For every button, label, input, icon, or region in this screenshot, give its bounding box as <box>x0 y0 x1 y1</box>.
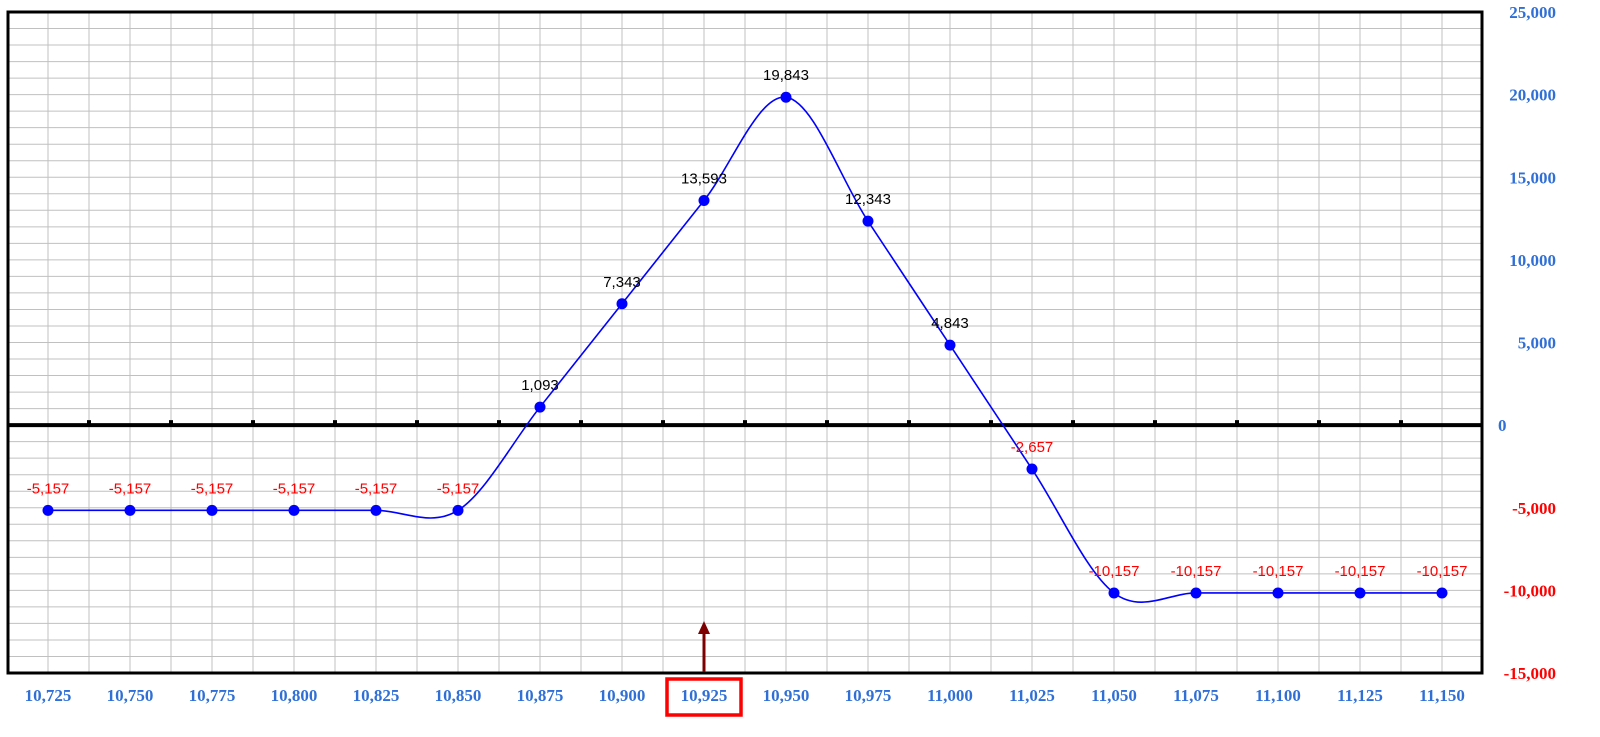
data-label: -5,157 <box>437 480 480 497</box>
x-tick-label: 10,750 <box>107 686 154 705</box>
data-point <box>1272 587 1284 599</box>
plot-frame <box>6 10 1484 675</box>
data-point <box>534 401 546 413</box>
data-label: 1,093 <box>521 377 559 394</box>
y-tick-label: 0 <box>1498 416 1507 435</box>
data-point <box>288 504 300 516</box>
x-axis-ticks: 10,725 10,750 10,775 10,800 10,825 10,850 10,8… <box>25 686 1465 705</box>
y-tick-label: -10,000 <box>1504 581 1556 600</box>
x-tick-label: 11,150 <box>1419 686 1465 705</box>
highlight-box <box>665 677 743 717</box>
data-point <box>698 195 710 207</box>
x-tick-label: 10,725 <box>25 686 72 705</box>
x-tick-label: 10,950 <box>763 686 810 705</box>
x-tick-label: 10,850 <box>435 686 482 705</box>
x-tick-label: 10,825 <box>353 686 400 705</box>
data-point <box>944 339 956 351</box>
x-tick-label: 11,100 <box>1255 686 1301 705</box>
data-point <box>1436 587 1448 599</box>
data-label: -5,157 <box>191 480 234 497</box>
data-label: -10,157 <box>1417 563 1468 580</box>
data-label: -5,157 <box>273 480 316 497</box>
data-point <box>370 504 382 516</box>
data-label: 12,343 <box>845 191 891 208</box>
data-point <box>780 91 792 103</box>
data-point <box>1190 587 1202 599</box>
x-tick-label: 10,925 <box>681 686 728 705</box>
data-point <box>42 504 54 516</box>
data-label: -5,157 <box>109 480 152 497</box>
zero-axis <box>8 420 1482 428</box>
data-point <box>1026 463 1038 475</box>
data-label: 13,593 <box>681 171 727 188</box>
x-tick-label: 11,125 <box>1337 686 1383 705</box>
arrow-up-icon <box>698 621 710 634</box>
data-label: 4,843 <box>931 315 969 332</box>
x-tick-label: 10,800 <box>271 686 318 705</box>
y-tick-label: 25,000 <box>1509 3 1556 22</box>
x-tick-label: 11,000 <box>927 686 973 705</box>
data-label: -2,657 <box>1011 439 1054 456</box>
data-label: -10,157 <box>1335 563 1386 580</box>
data-point <box>206 504 218 516</box>
data-point <box>616 298 628 310</box>
data-label: -10,157 <box>1253 563 1304 580</box>
x-tick-label: 11,075 <box>1173 686 1219 705</box>
data-label: 19,843 <box>763 67 809 84</box>
data-label: 7,343 <box>603 274 641 291</box>
y-axis-ticks: 25,000 20,000 15,000 10,000 5,000 0 -5,000 -10,… <box>1498 3 1556 683</box>
data-point <box>452 504 464 516</box>
gridlines <box>8 12 1482 673</box>
data-label: -5,157 <box>355 480 398 497</box>
data-label: -10,157 <box>1171 563 1222 580</box>
y-tick-label: -5,000 <box>1512 499 1556 518</box>
x-tick-label: 10,975 <box>845 686 892 705</box>
x-tick-label: 10,875 <box>517 686 564 705</box>
data-label: -10,157 <box>1089 563 1140 580</box>
x-tick-label: 10,775 <box>189 686 236 705</box>
highlighted-strike <box>665 621 743 717</box>
data-labels: -5,157 -5,157 -5,157 -5,157 -5,157 -5,157 1,09… <box>27 67 1468 580</box>
y-tick-label: 5,000 <box>1518 334 1556 353</box>
y-tick-label: 20,000 <box>1509 86 1556 105</box>
data-label: -5,157 <box>27 480 70 497</box>
x-tick-label: 11,025 <box>1009 686 1055 705</box>
data-point <box>862 215 874 227</box>
x-tick-label: 11,050 <box>1091 686 1137 705</box>
data-point <box>1108 587 1120 599</box>
y-tick-label: -15,000 <box>1504 664 1556 683</box>
data-markers <box>42 91 1448 599</box>
x-tick-label: 10,900 <box>599 686 646 705</box>
y-tick-label: 10,000 <box>1509 251 1556 270</box>
data-point <box>124 504 136 516</box>
data-point <box>1354 587 1366 599</box>
y-tick-label: 15,000 <box>1509 168 1556 187</box>
